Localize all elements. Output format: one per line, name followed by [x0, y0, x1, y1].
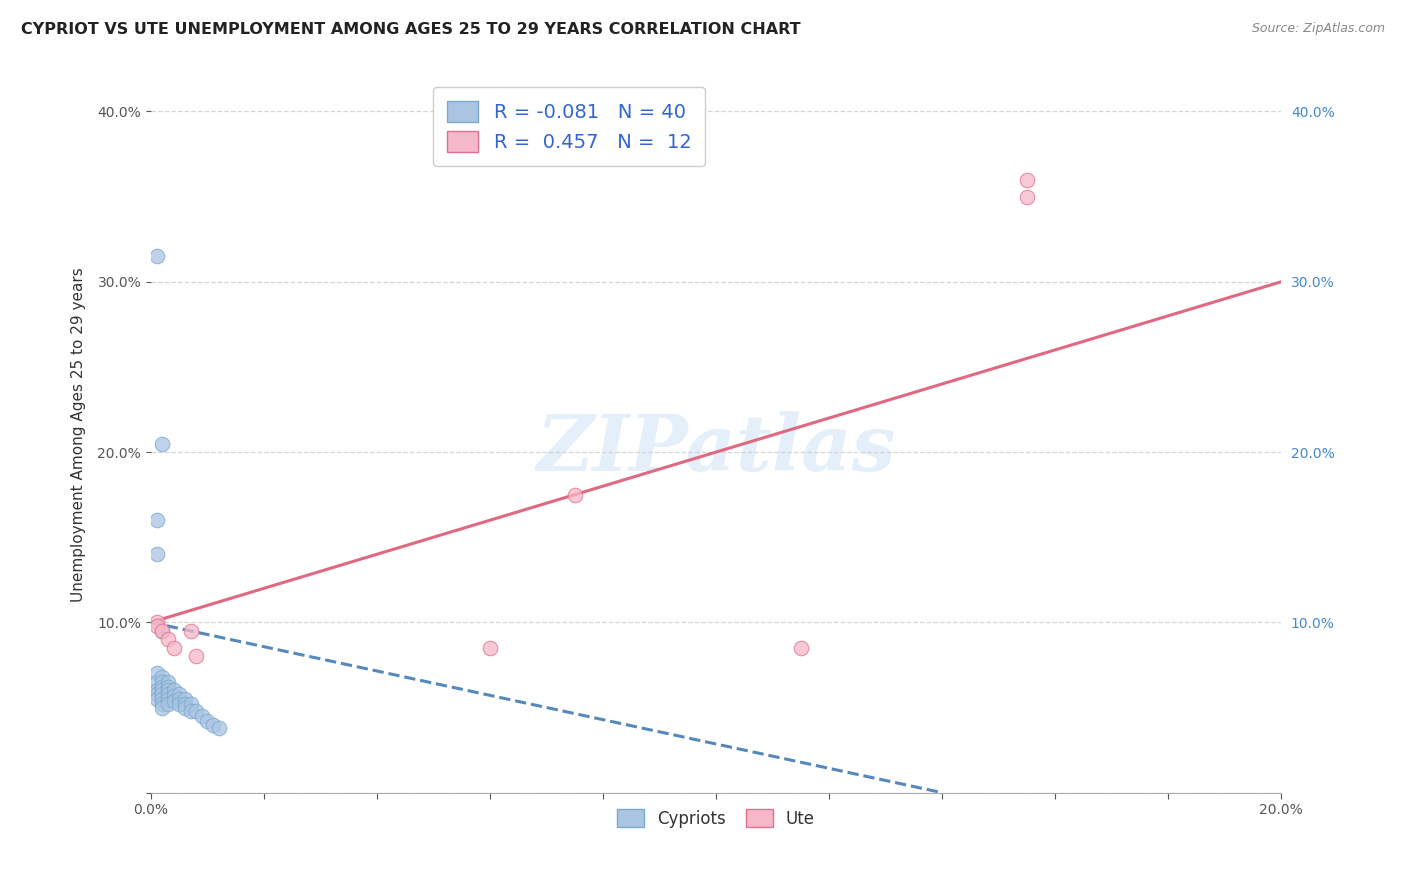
Point [173, 697, 195, 711]
Point [167, 692, 190, 706]
Point [150, 697, 173, 711]
Point [145, 666, 167, 681]
Point [790, 640, 813, 655]
Point [150, 436, 173, 450]
Point [150, 670, 173, 684]
Legend: Cypriots, Ute: Cypriots, Ute [610, 803, 821, 834]
Point [156, 632, 179, 647]
Point [186, 649, 208, 664]
Point [202, 717, 225, 731]
Point [173, 692, 195, 706]
Point [162, 640, 184, 655]
Point [150, 680, 173, 694]
Point [145, 615, 167, 630]
Point [208, 721, 231, 735]
Y-axis label: Unemployment Among Ages 25 to 29 years: Unemployment Among Ages 25 to 29 years [72, 268, 86, 602]
Point [162, 694, 184, 708]
Point [150, 683, 173, 698]
Point [1015, 189, 1038, 203]
Point [145, 619, 167, 633]
Point [162, 689, 184, 703]
Point [150, 675, 173, 690]
Point [167, 687, 190, 701]
Point [191, 709, 214, 723]
Point [564, 488, 586, 502]
Point [145, 675, 167, 690]
Point [156, 680, 179, 694]
Point [145, 687, 167, 701]
Point [145, 513, 167, 527]
Point [179, 624, 201, 638]
Point [145, 692, 167, 706]
Point [173, 700, 195, 714]
Point [156, 692, 179, 706]
Text: CYPRIOT VS UTE UNEMPLOYMENT AMONG AGES 25 TO 29 YEARS CORRELATION CHART: CYPRIOT VS UTE UNEMPLOYMENT AMONG AGES 2… [21, 22, 800, 37]
Point [150, 700, 173, 714]
Point [186, 704, 208, 718]
Point [479, 640, 502, 655]
Point [150, 687, 173, 701]
Point [156, 675, 179, 690]
Point [145, 683, 167, 698]
Point [145, 547, 167, 561]
Point [150, 624, 173, 638]
Text: ZIPatlas: ZIPatlas [536, 411, 896, 488]
Point [150, 692, 173, 706]
Point [162, 683, 184, 698]
Point [179, 704, 201, 718]
Point [150, 624, 173, 638]
Point [156, 683, 179, 698]
Point [156, 697, 179, 711]
Point [156, 687, 179, 701]
Point [167, 697, 190, 711]
Point [1015, 172, 1038, 186]
Text: Source: ZipAtlas.com: Source: ZipAtlas.com [1251, 22, 1385, 36]
Point [197, 714, 219, 728]
Point [145, 249, 167, 263]
Point [179, 697, 201, 711]
